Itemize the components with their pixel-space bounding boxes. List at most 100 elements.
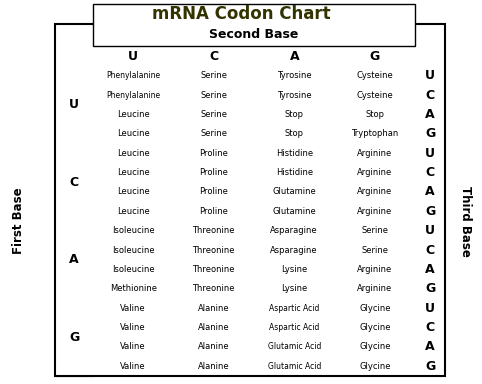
Text: Glycine: Glycine [359, 362, 390, 371]
Bar [415, 221, 445, 240]
Bar [93, 240, 174, 260]
Bar [55, 144, 93, 221]
Text: C: C [426, 166, 435, 179]
Text: Tyrosine: Tyrosine [277, 71, 311, 80]
Bar [415, 240, 445, 260]
Text: Lysine: Lysine [281, 284, 308, 293]
Bar [254, 221, 335, 240]
Text: Histidine: Histidine [276, 149, 313, 158]
Text: U: U [69, 98, 79, 111]
Text: Leucine: Leucine [117, 187, 149, 197]
Text: Arginine: Arginine [357, 265, 392, 274]
Bar [415, 298, 445, 318]
Bar [335, 357, 415, 376]
Text: Arginine: Arginine [357, 168, 392, 177]
Text: Threonine: Threonine [192, 226, 235, 235]
Text: Second Base: Second Base [209, 28, 299, 41]
Text: Proline: Proline [200, 149, 228, 158]
Bar [254, 124, 335, 144]
Text: Threonine: Threonine [192, 284, 235, 293]
Bar [254, 279, 335, 298]
Bar [254, 260, 335, 279]
Bar [93, 357, 174, 376]
Text: Serine: Serine [200, 129, 227, 138]
Bar [174, 163, 254, 182]
Text: Serine: Serine [200, 110, 227, 119]
Bar [254, 105, 335, 124]
Bar [335, 66, 415, 85]
Bar [174, 182, 254, 202]
Text: C: C [209, 50, 218, 63]
Bar [174, 85, 254, 105]
Bar [415, 357, 445, 376]
Text: U: U [425, 69, 435, 82]
Text: Stop: Stop [285, 129, 304, 138]
Text: Aspartic Acid: Aspartic Acid [269, 304, 320, 313]
Bar [174, 124, 254, 144]
Bar [415, 85, 445, 105]
Bar [335, 105, 415, 124]
Bar [93, 318, 174, 337]
Bar [93, 337, 174, 357]
Bar [93, 66, 174, 85]
Bar [415, 279, 445, 298]
Bar [335, 163, 415, 182]
Bar [254, 46, 335, 66]
Bar [335, 221, 415, 240]
Text: Arginine: Arginine [357, 149, 392, 158]
Text: U: U [425, 302, 435, 314]
Text: C: C [426, 243, 435, 257]
Text: Glycine: Glycine [359, 343, 390, 351]
Bar [254, 318, 335, 337]
Text: Valine: Valine [120, 343, 146, 351]
Text: Asparagine: Asparagine [270, 245, 318, 255]
Bar [335, 46, 415, 66]
Bar [415, 163, 445, 182]
Text: Alanine: Alanine [198, 304, 229, 313]
Text: Phenylalanine: Phenylalanine [106, 91, 161, 99]
Text: G: G [370, 50, 380, 63]
Bar [335, 260, 415, 279]
Text: Arginine: Arginine [357, 284, 392, 293]
Text: G: G [425, 282, 435, 295]
Text: Tyrosine: Tyrosine [277, 91, 311, 99]
Bar [254, 240, 335, 260]
Text: Cysteine: Cysteine [356, 91, 393, 99]
Bar [174, 318, 254, 337]
Bar [55, 221, 93, 298]
Text: Stop: Stop [285, 110, 304, 119]
Bar [174, 66, 254, 85]
Text: Cysteine: Cysteine [356, 71, 393, 80]
Text: Alanine: Alanine [198, 343, 229, 351]
Text: Tryptophan: Tryptophan [351, 129, 399, 138]
Text: Third Base: Third Base [458, 185, 471, 257]
Text: Isoleucine: Isoleucine [112, 265, 155, 274]
Bar [174, 337, 254, 357]
Text: U: U [128, 50, 138, 63]
Text: Asparagine: Asparagine [270, 226, 318, 235]
Text: A: A [69, 253, 79, 266]
Bar [415, 260, 445, 279]
Bar [174, 105, 254, 124]
Text: Serine: Serine [361, 245, 388, 255]
Bar [93, 124, 174, 144]
Bar [335, 279, 415, 298]
Bar [174, 144, 254, 163]
Text: Alanine: Alanine [198, 362, 229, 371]
Text: Aspartic Acid: Aspartic Acid [269, 323, 320, 332]
Text: U: U [425, 147, 435, 160]
Bar [415, 337, 445, 357]
Text: G: G [425, 205, 435, 218]
Bar [174, 298, 254, 318]
Bar [93, 144, 174, 163]
Bar [93, 24, 415, 46]
Bar [335, 124, 415, 144]
Bar [335, 298, 415, 318]
Bar [55, 66, 93, 144]
Bar [335, 144, 415, 163]
Text: Leucine: Leucine [117, 149, 149, 158]
Text: Glutamine: Glutamine [272, 187, 316, 197]
Text: A: A [425, 341, 435, 353]
Bar [335, 202, 415, 221]
Text: Alanine: Alanine [198, 323, 229, 332]
